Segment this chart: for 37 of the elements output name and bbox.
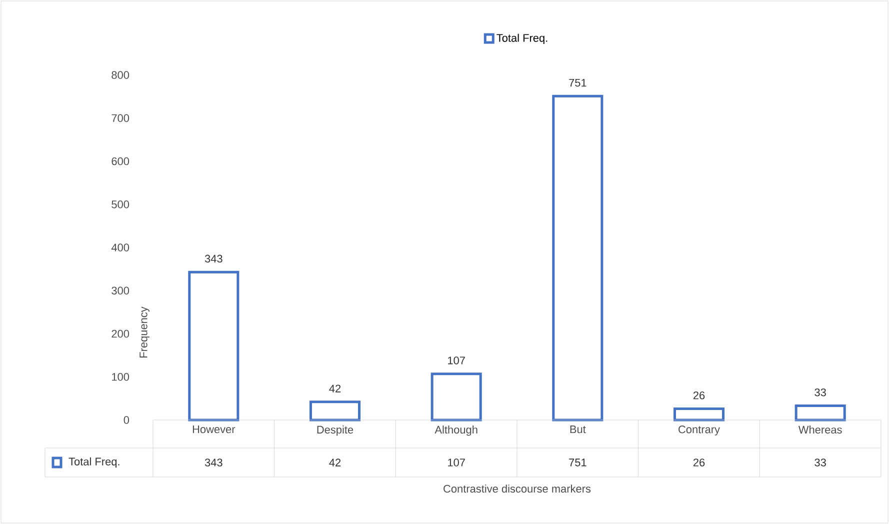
data-label: 33 (814, 458, 826, 466)
x-tick-label: Although (434, 426, 478, 436)
data-label: 26 (693, 458, 705, 466)
y-tick-label: 200 (112, 330, 130, 338)
text: 751 (569, 78, 586, 87)
y-tick-label: 0 (124, 416, 130, 424)
text: 26 (693, 392, 705, 400)
bar (552, 94, 604, 422)
x-tick-label: However (192, 426, 236, 434)
x-tick-label: Contrary (678, 426, 720, 436)
x-axis-title: Contrastive discourse markers (444, 484, 591, 493)
y-tick-label: 500 (112, 200, 130, 208)
text: 33 (814, 388, 826, 396)
text: 107 (448, 356, 465, 364)
y-tick-label: 700 (112, 114, 130, 122)
x-tick-label: But (570, 426, 586, 434)
data-label: 42 (329, 458, 341, 466)
text: 343 (204, 254, 222, 263)
data-label: 751 (569, 458, 586, 466)
legend-label: Total Freq. (496, 34, 548, 44)
y-tick-label: 400 (111, 244, 130, 252)
bar (794, 404, 846, 422)
y-tick-label: 300 (112, 286, 130, 295)
y-tick-label: 600 (112, 157, 130, 166)
bar (430, 372, 482, 422)
bar (309, 400, 361, 422)
x-tick-label: Whereas (798, 426, 842, 434)
bar (673, 408, 725, 422)
data-label: 107 (448, 458, 465, 466)
text: 42 (329, 384, 341, 392)
x-tick-label: Despite (317, 426, 354, 436)
y-tick-label: 100 (112, 373, 130, 381)
y-tick-label: 800 (112, 71, 130, 79)
bar (188, 270, 240, 422)
text: Total Freq. (68, 457, 120, 468)
y-axis-title: Frequency (140, 306, 150, 358)
data-label: 343 (204, 458, 222, 466)
